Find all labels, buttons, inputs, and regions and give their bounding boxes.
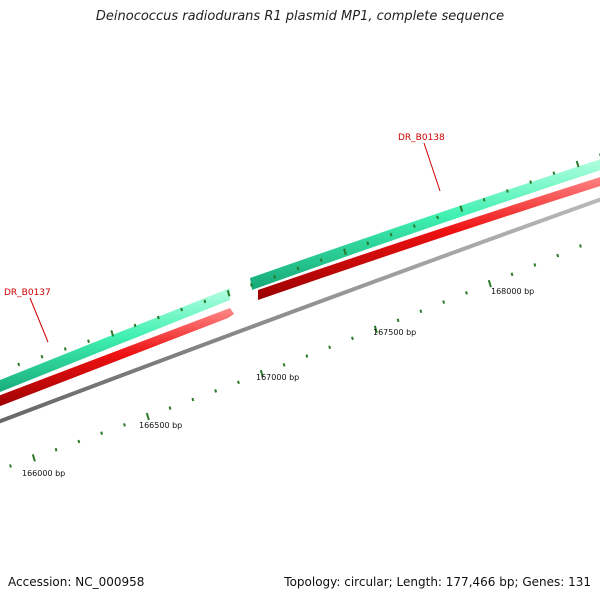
minor-tick <box>552 171 556 175</box>
scale-label: 167500 bp <box>373 328 416 337</box>
minor-tick <box>40 354 44 359</box>
major-tick <box>110 330 115 337</box>
minor-tick <box>396 318 400 323</box>
map-title: Deinococcus radiodurans R1 plasmid MP1, … <box>95 9 505 24</box>
minor-tick <box>168 406 172 410</box>
minor-tick <box>180 307 184 312</box>
major-tick <box>31 454 36 462</box>
scale-label: 166000 bp <box>22 469 65 478</box>
minor-tick <box>465 291 468 295</box>
minor-tick <box>237 380 240 385</box>
minor-tick <box>54 447 58 452</box>
minor-tick <box>87 339 90 344</box>
sequence-backbone <box>0 197 600 424</box>
minor-tick <box>63 347 67 351</box>
minor-tick <box>100 431 104 436</box>
tick-row-scale <box>9 244 582 468</box>
minor-tick <box>203 299 207 304</box>
minor-tick <box>9 464 12 468</box>
minor-tick <box>482 198 486 202</box>
scale-label: 168000 bp <box>491 287 534 296</box>
minor-tick <box>529 180 533 184</box>
major-tick <box>487 279 492 288</box>
major-tick <box>343 248 347 255</box>
scale-label: 167000 bp <box>256 373 299 382</box>
major-tick <box>373 325 378 334</box>
minor-tick <box>214 389 218 393</box>
major-tick <box>226 289 231 297</box>
minor-tick <box>366 241 370 245</box>
minor-tick <box>505 189 509 193</box>
minor-tick <box>296 266 300 271</box>
major-tick <box>459 205 464 212</box>
minor-tick <box>77 439 81 444</box>
tick-row-upper <box>17 153 600 367</box>
gene-label-DR_B0137[interactable]: DR_B0137 <box>4 288 51 298</box>
minor-tick <box>579 244 582 248</box>
gene-label-leader <box>423 142 441 192</box>
minor-tick <box>419 309 423 314</box>
major-tick <box>575 160 580 168</box>
accession-text: Accession: NC_000958 <box>8 575 145 589</box>
gene-label-DR_B0138[interactable]: DR_B0138 <box>398 133 445 143</box>
minor-tick <box>412 224 416 228</box>
minor-tick <box>510 272 514 277</box>
minor-tick <box>17 362 21 367</box>
gene-track-segment <box>0 308 234 407</box>
gene-label-leader <box>29 297 49 343</box>
minor-tick <box>442 300 446 304</box>
cds-track-segment <box>250 159 600 290</box>
minor-tick <box>351 336 354 341</box>
minor-tick <box>250 283 253 287</box>
scale-label: 166500 bp <box>139 421 182 430</box>
minor-tick <box>319 258 323 262</box>
minor-tick <box>305 354 309 358</box>
minor-tick <box>556 253 560 258</box>
minor-tick <box>389 232 393 237</box>
minor-tick <box>328 345 332 350</box>
major-tick <box>145 412 150 421</box>
minor-tick <box>282 363 286 367</box>
minor-tick <box>273 275 277 279</box>
gene-track-segment <box>258 177 600 300</box>
topology-summary: Topology: circular; Length: 177,466 bp; … <box>284 575 591 589</box>
minor-tick <box>436 215 439 220</box>
minor-tick <box>156 315 160 320</box>
minor-tick <box>133 323 137 328</box>
major-tick <box>259 369 264 378</box>
minor-tick <box>191 397 195 402</box>
cds-track-segment <box>0 288 230 392</box>
minor-tick <box>123 423 126 427</box>
minor-tick <box>533 263 537 267</box>
